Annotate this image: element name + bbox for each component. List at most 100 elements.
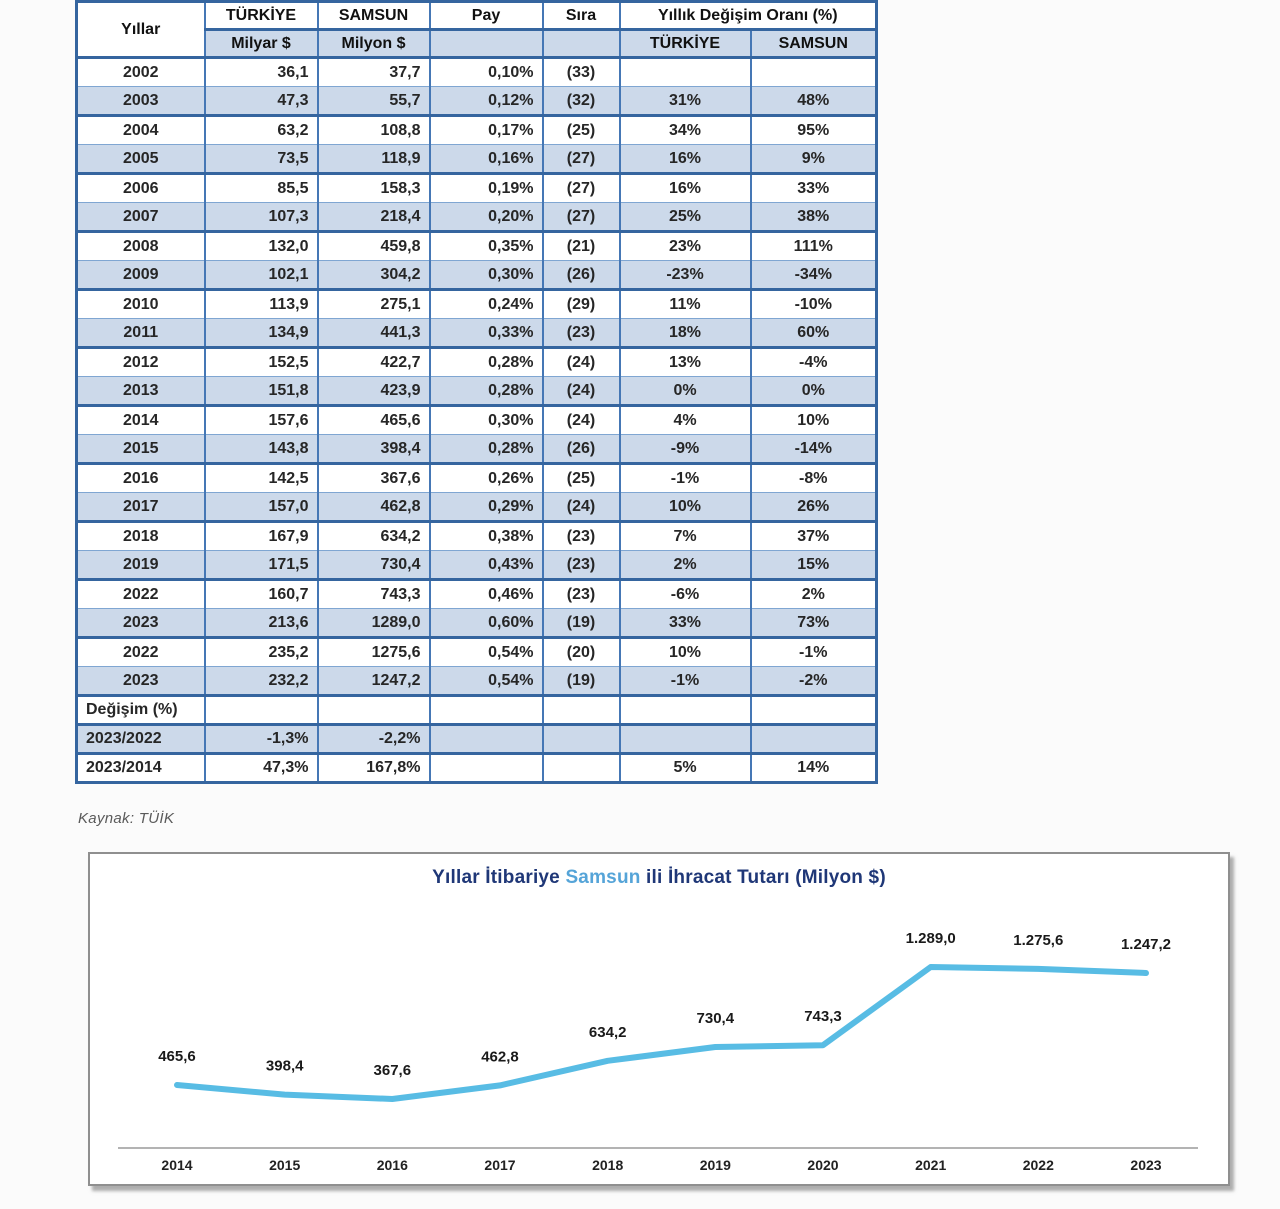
data-cell: 743,3 [316, 579, 431, 609]
data-cell: 47,3 [203, 86, 319, 117]
data-cell: 235,2 [203, 637, 319, 667]
x-axis-tick-label: 2014 [161, 1157, 192, 1173]
data-cell: 4% [618, 405, 752, 435]
source-note: Kaynak: TÜİK [78, 810, 175, 827]
x-axis-tick-label: 2016 [377, 1157, 408, 1173]
data-cell: 14% [749, 753, 878, 784]
data-cell: -14% [749, 434, 878, 465]
data-point-label: 367,6 [374, 1062, 412, 1079]
data-cell: 0% [618, 376, 752, 407]
data-cell [541, 695, 621, 726]
data-cell: 275,1 [316, 289, 431, 319]
data-cell: 167,8% [316, 753, 431, 784]
row-label-cell: 2023/2014 [75, 753, 206, 784]
data-cell [316, 695, 431, 726]
data-cell: 0,60% [428, 608, 544, 639]
data-cell: 0,28% [428, 347, 544, 377]
data-point-label: 634,2 [589, 1024, 627, 1041]
subheader-pay-blank [428, 29, 544, 59]
data-cell: 0,19% [428, 173, 544, 203]
table-row: 2004 63,2 108,8 0,17% (25) 34% 95% [75, 115, 878, 145]
data-cell [428, 753, 544, 784]
data-cell: -6% [618, 579, 752, 609]
data-cell [428, 695, 544, 726]
data-point-label: 730,4 [697, 1010, 735, 1027]
table-row: 2009 102,1 304,2 0,30% (26) -23% -34% [75, 260, 878, 291]
data-cell: 0,12% [428, 86, 544, 117]
table-row: 2008 132,0 459,8 0,35% (21) 23% 111% [75, 231, 878, 261]
table-row: 2002 36,1 37,7 0,10% (33) [75, 57, 878, 87]
data-cell: (27) [541, 202, 621, 233]
data-cell: 1247,2 [316, 666, 431, 697]
chart-title-suffix: ili İhracat Tutarı (Milyon $) [640, 867, 886, 888]
table-row: 2023 232,2 1247,2 0,54% (19) -1% -2% [75, 666, 878, 697]
data-cell: 7% [618, 521, 752, 551]
data-cell: 107,3 [203, 202, 319, 233]
data-cell: (23) [541, 318, 621, 349]
data-cell [203, 695, 319, 726]
data-cell: 157,0 [203, 492, 319, 523]
data-cell: (24) [541, 492, 621, 523]
data-cell: 1289,0 [316, 608, 431, 639]
row-label-cell: 2008 [75, 231, 206, 261]
row-label-cell: 2004 [75, 115, 206, 145]
data-cell: 171,5 [203, 550, 319, 581]
row-label-cell: Değişim (%) [75, 695, 206, 726]
data-cell: (26) [541, 260, 621, 291]
table-row: 2023 213,6 1289,0 0,60% (19) 33% 73% [75, 608, 878, 639]
data-cell: 9% [749, 144, 878, 175]
data-cell [749, 724, 878, 755]
data-cell: 13% [618, 347, 752, 377]
column-header-pay: Pay [428, 1, 544, 31]
table-row: 2022 235,2 1275,6 0,54% (20) 10% -1% [75, 637, 878, 667]
data-cell: 462,8 [316, 492, 431, 523]
data-cell: 23% [618, 231, 752, 261]
row-label-cell: 2003 [75, 86, 206, 117]
data-point-label: 1.289,0 [906, 930, 956, 947]
data-cell: 152,5 [203, 347, 319, 377]
data-cell: 0,33% [428, 318, 544, 349]
data-cell: 38% [749, 202, 878, 233]
data-cell: (24) [541, 405, 621, 435]
data-cell: 33% [749, 173, 878, 203]
row-label-cell: 2023/2022 [75, 724, 206, 755]
row-label-cell: 2002 [75, 57, 206, 87]
row-label-cell: 2009 [75, 260, 206, 291]
x-axis-tick-label: 2017 [484, 1157, 515, 1173]
data-cell: 218,4 [316, 202, 431, 233]
data-cell: (33) [541, 57, 621, 87]
row-label-cell: 2016 [75, 463, 206, 493]
data-cell: -2% [749, 666, 878, 697]
data-cell: 0,16% [428, 144, 544, 175]
data-cell: 95% [749, 115, 878, 145]
data-cell: 0,43% [428, 550, 544, 581]
data-point-label: 465,6 [158, 1048, 196, 1065]
data-cell [618, 695, 752, 726]
table-row: 2015 143,8 398,4 0,28% (26) -9% -14% [75, 434, 878, 465]
data-cell: 2% [749, 579, 878, 609]
data-cell: 0,38% [428, 521, 544, 551]
data-cell: 0,30% [428, 260, 544, 291]
x-axis-tick-label: 2020 [807, 1157, 838, 1173]
data-point-label: 1.275,6 [1013, 932, 1063, 949]
x-axis-tick-label: 2021 [915, 1157, 946, 1173]
subheader-samsun-unit: Milyon $ [316, 29, 431, 59]
x-axis-tick-label: 2022 [1023, 1157, 1054, 1173]
data-cell: 0,54% [428, 666, 544, 697]
table-row: 2018 167,9 634,2 0,38% (23) 7% 37% [75, 521, 878, 551]
table-row: 2003 47,3 55,7 0,12% (32) 31% 48% [75, 86, 878, 117]
data-cell: 11% [618, 289, 752, 319]
data-cell: 73% [749, 608, 878, 639]
data-cell [749, 695, 878, 726]
row-label-cell: 2017 [75, 492, 206, 523]
table-row: 2007 107,3 218,4 0,20% (27) 25% 38% [75, 202, 878, 233]
row-label-cell: 2012 [75, 347, 206, 377]
data-cell: (21) [541, 231, 621, 261]
data-cell: 31% [618, 86, 752, 117]
data-cell [541, 724, 621, 755]
data-cell: 10% [618, 637, 752, 667]
data-cell: (19) [541, 608, 621, 639]
table-row: Değişim (%) [75, 695, 878, 726]
table-row: 2019 171,5 730,4 0,43% (23) 2% 15% [75, 550, 878, 581]
data-cell: -34% [749, 260, 878, 291]
